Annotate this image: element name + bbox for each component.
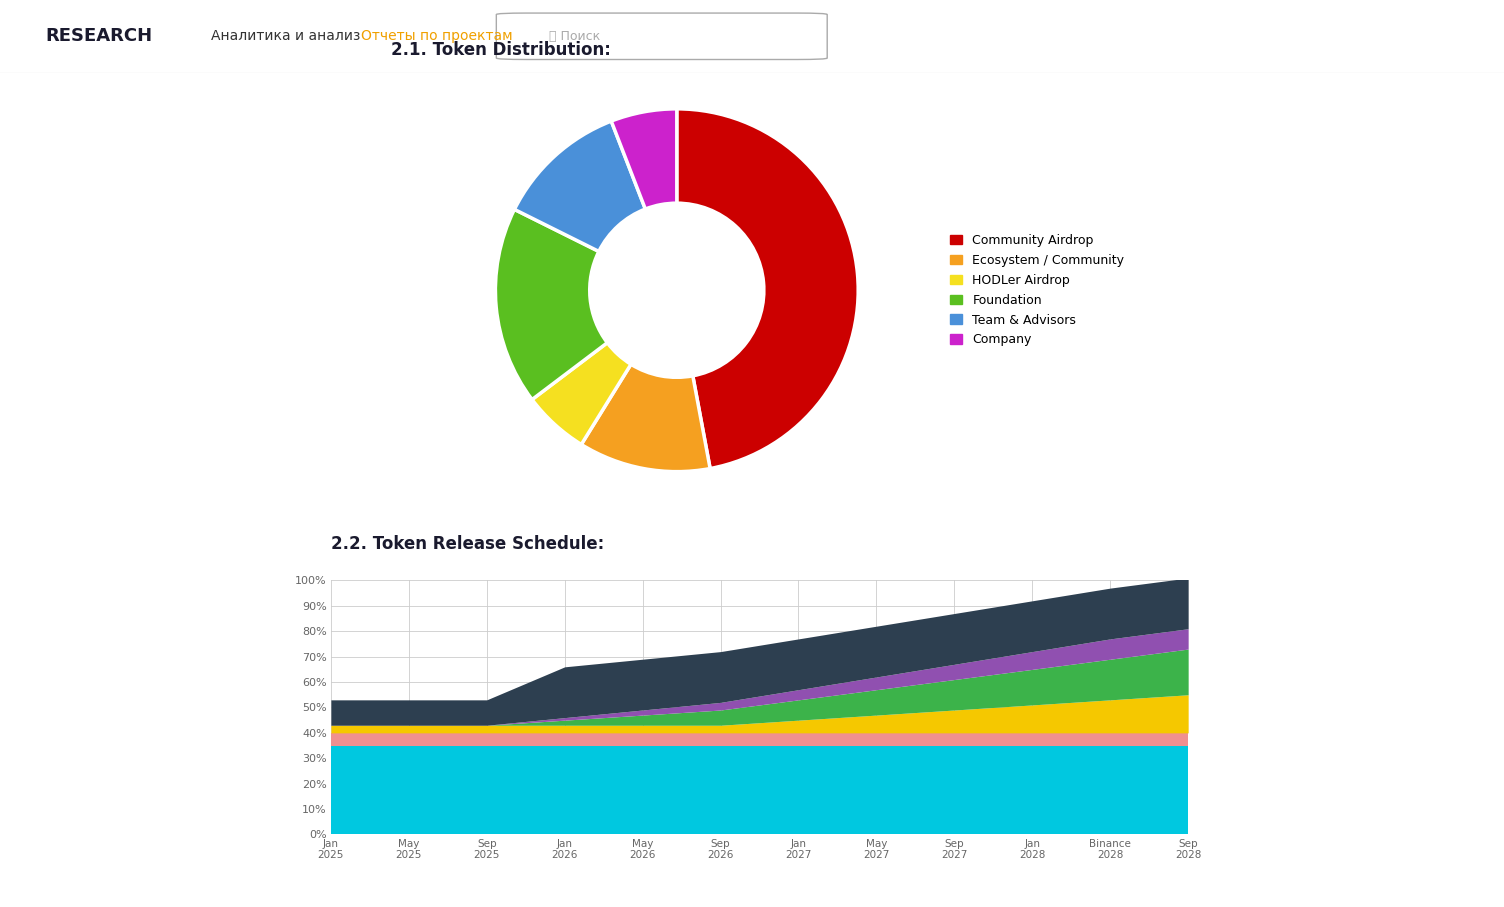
- Text: 🔍 Поиск: 🔍 Поиск: [549, 30, 600, 43]
- Wedge shape: [495, 210, 608, 400]
- FancyBboxPatch shape: [496, 13, 827, 60]
- Text: Отчеты по проектам: Отчеты по проектам: [361, 29, 513, 44]
- Wedge shape: [582, 365, 710, 472]
- Legend: Community Airdrop, Ecosystem / Community, HODLer Airdrop, Foundation, Team & Adv: Community Airdrop, Ecosystem / Community…: [946, 230, 1128, 350]
- Wedge shape: [532, 343, 632, 444]
- Wedge shape: [611, 109, 677, 209]
- Wedge shape: [677, 109, 859, 469]
- Text: RESEARCH: RESEARCH: [45, 27, 152, 45]
- Text: 2.2. Token Release Schedule:: 2.2. Token Release Schedule:: [331, 535, 605, 553]
- Text: 2.1. Token Distribution:: 2.1. Token Distribution:: [391, 41, 611, 59]
- Wedge shape: [514, 122, 645, 251]
- Text: Аналитика и анализ: Аналитика и анализ: [211, 29, 359, 44]
